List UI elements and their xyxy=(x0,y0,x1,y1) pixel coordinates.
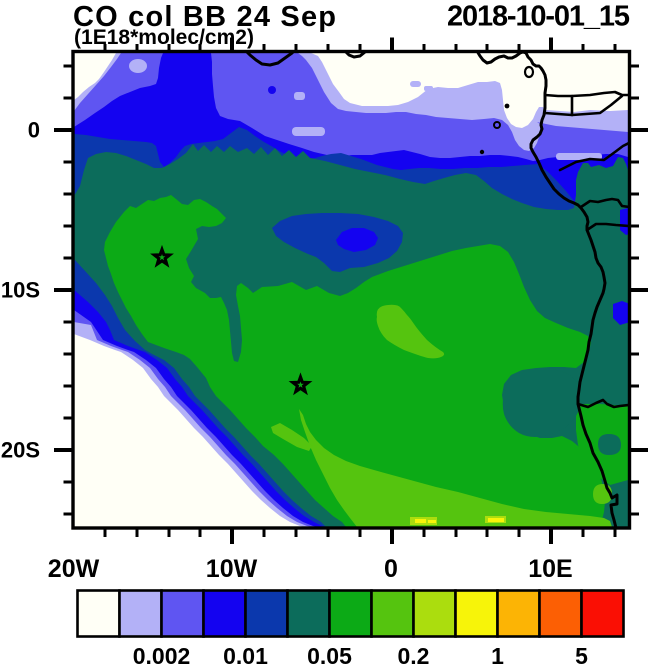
svg-text:20S: 20S xyxy=(1,438,40,463)
svg-text:10S: 10S xyxy=(1,278,40,303)
svg-text:10W: 10W xyxy=(206,555,258,583)
svg-text:0.002: 0.002 xyxy=(133,643,191,667)
svg-text:0.2: 0.2 xyxy=(398,643,430,667)
svg-text:1: 1 xyxy=(491,643,504,667)
svg-text:0: 0 xyxy=(384,555,398,583)
svg-text:0: 0 xyxy=(28,118,40,143)
svg-text:(1E18*molec/cm2): (1E18*molec/cm2) xyxy=(74,26,254,49)
svg-text:0.01: 0.01 xyxy=(223,643,268,667)
svg-text:2018-10-01_15: 2018-10-01_15 xyxy=(447,1,630,33)
svg-text:20W: 20W xyxy=(48,555,100,583)
svg-text:CO col BB 24 Sep: CO col BB 24 Sep xyxy=(73,1,336,33)
svg-text:10E: 10E xyxy=(528,555,572,583)
svg-text:5: 5 xyxy=(575,643,588,667)
svg-text:0.05: 0.05 xyxy=(307,643,352,667)
